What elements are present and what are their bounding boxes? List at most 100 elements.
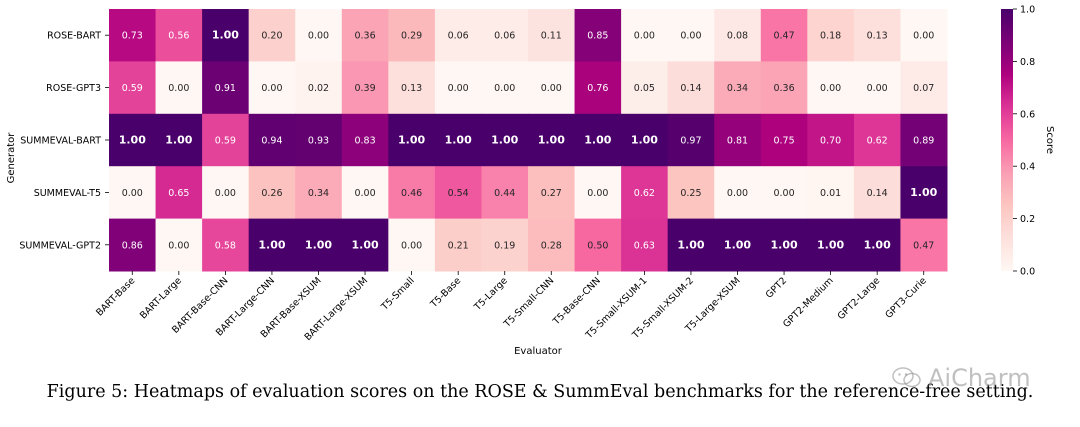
- cell-value-label: 0.13: [401, 83, 422, 94]
- colorbar-ticks: 0.0 0.2 0.4 0.6 0.8 1.0: [1013, 5, 1035, 278]
- heatmap-cell: [853, 61, 901, 115]
- cell-value-label: 0.00: [308, 31, 329, 42]
- cell-value-label: 0.85: [587, 31, 608, 42]
- heatmap-cell: [248, 61, 296, 115]
- heatmap-cell: [574, 9, 622, 62]
- heatmap-cell: [388, 218, 436, 272]
- heatmap-cell: [202, 218, 250, 272]
- cell-value-label: 1.00: [165, 134, 192, 147]
- cell-value-label: 0.46: [401, 188, 422, 199]
- y-axis-label: Generator: [6, 132, 17, 184]
- heatmap-cell: [248, 218, 296, 272]
- heatmap-cell: [900, 113, 948, 167]
- cell-value-label: 0.00: [448, 83, 469, 94]
- heatmap-cell: [807, 113, 855, 167]
- column-label: T5-Base: [428, 275, 464, 311]
- cell-value-label: 0.47: [913, 240, 934, 251]
- cell-value-label: 0.36: [354, 31, 375, 42]
- heatmap-cell: [528, 166, 576, 220]
- heatmap-cell: [760, 113, 808, 167]
- heatmap-cell: [202, 61, 250, 115]
- heatmap-cell: [155, 218, 203, 272]
- cell-value-label: 0.62: [634, 188, 655, 199]
- cell-value-label: 0.59: [215, 136, 236, 147]
- cell-value-label: 0.00: [867, 83, 888, 94]
- cell-value-label: 0.00: [168, 83, 189, 94]
- cell-value-label: 0.59: [122, 83, 143, 94]
- heatmap-cell: [155, 113, 203, 167]
- colorbar-tick-label: 0.4: [1020, 162, 1035, 173]
- row-label: ROSE-BART: [47, 31, 101, 42]
- colorbar-tick-label: 1.0: [1020, 5, 1035, 16]
- colorbar-tick-label: 0.2: [1020, 214, 1035, 225]
- heatmap-cell: [295, 218, 343, 272]
- cell-value-label: 0.00: [541, 83, 562, 94]
- cell-value-label: 0.01: [820, 188, 841, 199]
- heatmap-cell: [248, 113, 296, 167]
- heatmap-cell: [434, 113, 482, 167]
- heatmap-cell: [667, 61, 715, 115]
- heatmap-cell: [853, 166, 901, 220]
- cell-value-label: 0.00: [773, 188, 794, 199]
- heatmap-cell: [481, 218, 529, 272]
- cell-value-label: 0.05: [634, 83, 655, 94]
- cell-value-label: 0.20: [261, 31, 282, 42]
- heatmap-cell: [714, 9, 762, 62]
- cell-value-label: 0.06: [494, 31, 515, 42]
- heatmap-cell: [900, 218, 948, 272]
- heatmap-cell: [714, 113, 762, 167]
- cell-value-label: 1.00: [119, 134, 146, 147]
- column-label: GPT2-Large: [836, 275, 883, 322]
- heatmap-cell: [434, 218, 482, 272]
- cell-value-label: 0.00: [913, 31, 934, 42]
- cell-value-label: 0.08: [727, 31, 748, 42]
- heatmap-cell: [760, 61, 808, 115]
- cell-value-label: 0.02: [308, 83, 329, 94]
- cell-value-label: 0.29: [401, 31, 422, 42]
- cell-value-label: 0.58: [215, 240, 236, 251]
- cell-value-label: 1.00: [351, 238, 378, 251]
- heatmap-cell: [528, 218, 576, 272]
- cell-value-label: 0.25: [680, 188, 701, 199]
- heatmap-cell: [621, 9, 669, 62]
- column-label: GPT2: [764, 275, 789, 300]
- heatmap-cell: [714, 61, 762, 115]
- heatmap-cell: [528, 9, 576, 62]
- cell-value-label: 0.36: [773, 83, 794, 94]
- heatmap-cell: [714, 166, 762, 220]
- row-label: SUMMEVAL-GPT2: [19, 240, 101, 251]
- cell-value-label: 0.47: [773, 31, 794, 42]
- heatmap-cell: [248, 9, 296, 62]
- heatmap-cell: [155, 9, 203, 62]
- heatmap-cell: [853, 113, 901, 167]
- heatmap-cell: [528, 61, 576, 115]
- cell-value-label: 0.14: [867, 188, 888, 199]
- heatmap-cell: [667, 113, 715, 167]
- watermark: AiCharm: [892, 364, 1031, 392]
- cell-value-label: 0.75: [773, 136, 794, 147]
- heatmap-cells: 0.73 0.56 1.00 0.20 0.00 0.36 0.29 0.06 0.06 0.11…: [109, 9, 948, 272]
- column-label: T5-Small-CNN: [501, 275, 556, 330]
- heatmap-cell: [621, 166, 669, 220]
- cell-value-label: 0.73: [122, 31, 143, 42]
- heatmap-cell: [295, 9, 343, 62]
- cell-value-label: 0.00: [587, 188, 608, 199]
- figure-caption: Figure 5: Heatmaps of evaluation scores …: [46, 382, 1034, 402]
- heatmap-cell: [714, 218, 762, 272]
- cell-value-label: 0.07: [913, 83, 934, 94]
- watermark-text: AiCharm: [928, 364, 1031, 392]
- cell-value-label: 0.50: [587, 240, 608, 251]
- heatmap-cell: [155, 166, 203, 220]
- heatmap-cell: [481, 9, 529, 62]
- cell-value-label: 0.00: [820, 83, 841, 94]
- cell-value-label: 0.26: [261, 188, 282, 199]
- cell-value-label: 0.11: [541, 31, 562, 42]
- row-label: SUMMEVAL-BART: [20, 136, 101, 147]
- heatmap-cell: [900, 9, 948, 62]
- cell-value-label: 0.34: [308, 188, 329, 199]
- column-label: GPT3-Curie: [883, 275, 929, 321]
- cell-value-label: 0.27: [541, 188, 562, 199]
- cell-value-label: 0.19: [494, 240, 515, 251]
- cell-value-label: 1.00: [631, 134, 658, 147]
- row-labels: ROSE-BART ROSE-GPT3 SUMMEVAL-BART SUMMEVAL-…: [19, 31, 109, 251]
